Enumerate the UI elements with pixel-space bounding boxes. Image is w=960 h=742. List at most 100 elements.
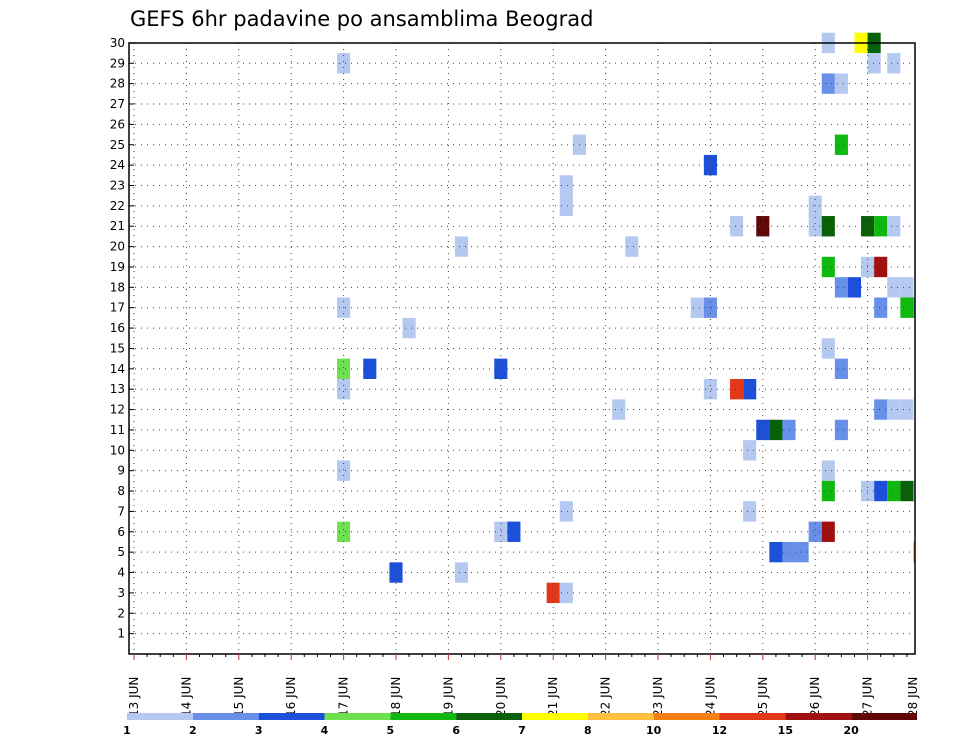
x-tick-label: 16 JUN — [284, 677, 298, 717]
precip-cell — [821, 338, 835, 359]
precip-cell — [874, 399, 888, 420]
x-tick-label: 13 JUN — [127, 677, 141, 717]
precip-cell — [337, 379, 351, 400]
precip-cell — [834, 358, 848, 380]
precip-cell — [834, 277, 848, 298]
colorbar-swatch — [258, 713, 325, 720]
y-tick-label: 8 — [117, 484, 125, 498]
precip-cell — [612, 399, 626, 420]
x-tick-label: 24 JUN — [703, 677, 717, 717]
precip-cell — [834, 419, 848, 441]
precip-cell — [821, 460, 835, 481]
precip-cell — [887, 399, 901, 420]
precip-cell — [703, 154, 717, 176]
y-tick-label: 19 — [110, 260, 125, 274]
precip-cell — [703, 379, 717, 400]
precip-cell — [337, 53, 351, 74]
y-tick-label: 26 — [110, 117, 125, 131]
y-tick-label: 25 — [110, 138, 125, 152]
precip-cell — [454, 236, 469, 257]
colorbar-swatch — [522, 713, 588, 720]
y-tick-label: 14 — [110, 362, 125, 376]
x-tick-label: 23 JUN — [651, 677, 665, 717]
colorbar: 1 2 3 4 5 6 7 8 10 12 15 20 — [123, 713, 917, 737]
precip-cell — [494, 358, 508, 380]
colorbar-label: 5 — [387, 724, 395, 737]
precip-cell — [913, 480, 915, 502]
colorbar-label: 15 — [778, 724, 793, 737]
y-tick-label: 7 — [117, 504, 125, 518]
precip-cell — [900, 277, 914, 298]
y-tick-label: 12 — [110, 403, 125, 417]
x-tick-label: 14 JUN — [179, 677, 193, 717]
colorbar-swatch — [192, 713, 259, 720]
colorbar-label: 6 — [452, 724, 460, 737]
precip-cell — [730, 216, 744, 237]
precip-cell — [808, 521, 822, 542]
colorbar-swatch — [785, 713, 852, 720]
x-tick-label: 21 JUN — [546, 677, 560, 717]
x-axis: 13 JUN 14 JUN 15 JUN 16 JUN 17 JUN 18 JUN 19 J… — [127, 654, 920, 717]
precip-cell — [900, 297, 914, 318]
y-tick-label: 3 — [117, 586, 125, 600]
y-tick-label: 30 — [110, 36, 125, 50]
precip-cell — [821, 216, 835, 237]
y-tick-label: 15 — [110, 341, 125, 355]
y-tick-label: 1 — [117, 627, 125, 641]
colorbar-swatch — [851, 713, 917, 720]
colorbar-swatch — [127, 713, 193, 720]
x-tick-label: 25 JUN — [756, 677, 770, 717]
precip-cell — [821, 521, 835, 542]
heatmap-cells — [337, 32, 915, 604]
y-tick-label: 5 — [117, 545, 125, 559]
plot-frame — [128, 42, 916, 655]
precip-cell — [874, 480, 888, 502]
y-tick-label: 2 — [117, 606, 125, 620]
colorbar-label: 4 — [321, 724, 329, 737]
precip-cell — [546, 582, 560, 604]
colorbar-label: 7 — [518, 724, 526, 737]
x-tick-label: 19 JUN — [441, 677, 455, 717]
precip-cell — [795, 541, 809, 563]
precip-cell — [900, 480, 914, 502]
y-tick-label: 29 — [110, 56, 125, 70]
y-tick-label: 4 — [117, 566, 125, 580]
precip-cell — [900, 399, 914, 420]
y-tick-label: 24 — [110, 158, 125, 172]
precip-cell — [874, 297, 888, 318]
precip-cell — [559, 195, 573, 217]
y-tick-label: 17 — [110, 301, 125, 315]
precip-cell — [559, 501, 573, 522]
y-tick-label: 10 — [110, 443, 125, 457]
x-tick-label: 17 JUN — [337, 677, 351, 717]
colorbar-swatch — [324, 713, 391, 720]
y-tick-label: 21 — [110, 219, 125, 233]
colorbar-swatch — [587, 713, 654, 720]
precip-cell — [887, 480, 901, 502]
y-axis: 1234567891011121314151617181920212223242… — [110, 36, 134, 641]
colorbar-swatch — [456, 713, 522, 720]
precip-cell — [834, 134, 848, 155]
x-tick-label: 26 JUN — [808, 677, 822, 717]
precip-cell — [821, 256, 835, 278]
precip-cell — [769, 419, 783, 441]
precip-cell — [337, 460, 351, 481]
precip-cell — [559, 582, 573, 604]
x-tick-label: 15 JUN — [232, 677, 246, 717]
precip-cell — [874, 256, 888, 278]
colorbar-swatch — [390, 713, 457, 720]
precip-cell — [494, 521, 508, 542]
precip-cell — [874, 216, 888, 237]
x-tick-label: 22 JUN — [599, 677, 613, 717]
grid-lines — [129, 42, 915, 654]
precip-cell — [402, 317, 416, 339]
precip-cell — [337, 358, 351, 380]
precip-cell — [743, 379, 757, 400]
precip-cell — [454, 562, 469, 583]
precip-cell — [769, 541, 783, 563]
y-tick-label: 22 — [110, 199, 125, 213]
x-tick-label: 20 JUN — [494, 677, 508, 717]
precip-cell — [808, 216, 822, 237]
y-tick-label: 11 — [110, 423, 125, 437]
colorbar-swatch — [719, 713, 786, 720]
